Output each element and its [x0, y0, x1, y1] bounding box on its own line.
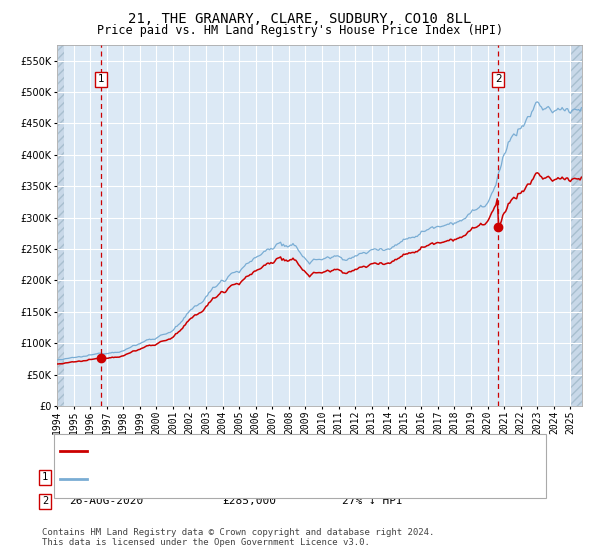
Text: 1: 1: [97, 74, 104, 84]
Bar: [571, 45, 582, 406]
Text: HPI: Average price, detached house, West Suffolk: HPI: Average price, detached house, West…: [93, 474, 417, 484]
Bar: [57, 45, 64, 406]
Text: 1: 1: [42, 472, 48, 482]
Text: 21, THE GRANARY, CLARE, SUDBURY, CO10 8LL: 21, THE GRANARY, CLARE, SUDBURY, CO10 8L…: [128, 12, 472, 26]
Text: 22-AUG-1996: 22-AUG-1996: [69, 472, 143, 482]
Text: 2: 2: [495, 74, 502, 84]
Text: £76,500: £76,500: [222, 472, 269, 482]
Text: Contains HM Land Registry data © Crown copyright and database right 2024.
This d: Contains HM Land Registry data © Crown c…: [42, 528, 434, 547]
Text: 9% ↓ HPI: 9% ↓ HPI: [342, 472, 396, 482]
Text: 26-AUG-2020: 26-AUG-2020: [69, 496, 143, 506]
Text: 2: 2: [42, 496, 48, 506]
Text: 21, THE GRANARY, CLARE, SUDBURY, CO10 8LL (detached house): 21, THE GRANARY, CLARE, SUDBURY, CO10 8L…: [93, 446, 485, 456]
Text: 27% ↓ HPI: 27% ↓ HPI: [342, 496, 403, 506]
Text: £285,000: £285,000: [222, 496, 276, 506]
Text: Price paid vs. HM Land Registry's House Price Index (HPI): Price paid vs. HM Land Registry's House …: [97, 24, 503, 36]
